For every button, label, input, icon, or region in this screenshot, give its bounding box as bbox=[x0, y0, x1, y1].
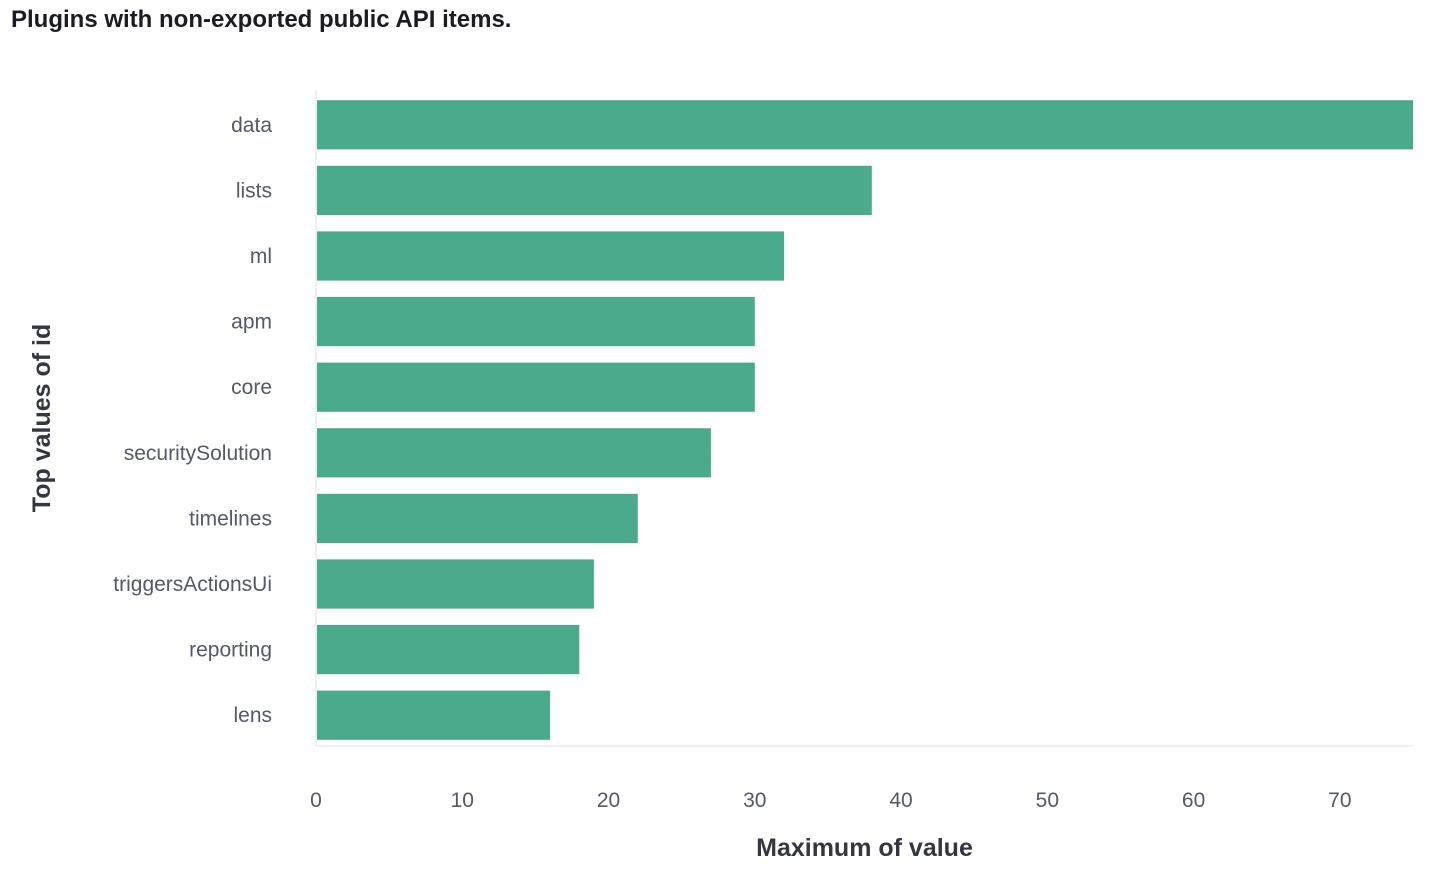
bar-reporting[interactable] bbox=[316, 625, 580, 675]
category-label: triggersActionsUi bbox=[113, 573, 272, 596]
bar-lens[interactable] bbox=[316, 690, 551, 740]
bar-data[interactable] bbox=[316, 100, 1413, 150]
category-label: lists bbox=[236, 179, 272, 202]
bar-securitySolution[interactable] bbox=[316, 428, 711, 478]
bar-lists[interactable] bbox=[316, 165, 872, 215]
bar-timelines[interactable] bbox=[316, 493, 638, 543]
bar-core[interactable] bbox=[316, 362, 755, 412]
category-label: lens bbox=[233, 704, 272, 727]
chart-title: Plugins with non-exported public API ite… bbox=[11, 6, 512, 33]
x-tick-label: 20 bbox=[597, 789, 620, 812]
x-tick-label: 40 bbox=[889, 789, 912, 812]
bar-ml[interactable] bbox=[316, 231, 785, 281]
category-label: core bbox=[231, 376, 272, 399]
x-axis-title: Maximum of value bbox=[756, 834, 973, 862]
category-label: reporting bbox=[189, 639, 272, 662]
bar-triggersActionsUi[interactable] bbox=[316, 559, 594, 609]
category-label: timelines bbox=[189, 507, 272, 530]
x-tick-label: 30 bbox=[743, 789, 766, 812]
x-tick-label: 70 bbox=[1328, 789, 1351, 812]
category-labels: data lists ml apm core securitySolution timeli… bbox=[113, 114, 272, 727]
category-label: apm bbox=[231, 311, 272, 334]
x-tick-label: 50 bbox=[1036, 789, 1059, 812]
bar-apm[interactable] bbox=[316, 297, 755, 347]
category-label: ml bbox=[250, 245, 272, 268]
category-label: data bbox=[231, 114, 272, 137]
category-label: securitySolution bbox=[124, 442, 272, 465]
y-axis-title: Top values of id bbox=[28, 324, 56, 512]
x-tick-label: 60 bbox=[1182, 789, 1205, 812]
x-tick-label: 10 bbox=[451, 789, 474, 812]
x-tick-label: 0 bbox=[310, 789, 322, 812]
bars-group bbox=[316, 100, 1413, 740]
x-tick-labels: 0 10 20 30 40 50 60 70 bbox=[310, 789, 1351, 812]
